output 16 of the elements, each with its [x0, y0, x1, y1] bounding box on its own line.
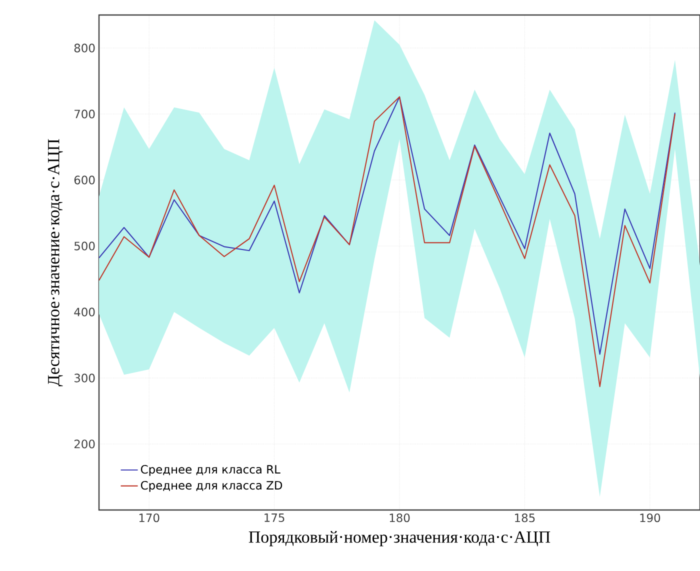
- x-tick-label: 190: [640, 514, 660, 522]
- y-tick-label: 400: [74, 308, 95, 316]
- x-tick-label: 180: [390, 514, 410, 522]
- x-tick-label: 170: [139, 514, 160, 522]
- y-tick-label: 200: [74, 440, 95, 448]
- x-axis-title: Порядковый·номер·значения·кода·с·АЦП: [248, 531, 550, 546]
- y-tick-label: 300: [74, 374, 95, 382]
- y-tick-label: 600: [74, 176, 95, 184]
- y-axis-title: Десятичное·значение·кода·с·АЦП: [48, 139, 63, 386]
- y-tick-label: 700: [74, 110, 95, 118]
- legend-label: Среднее для класса RL: [140, 465, 280, 476]
- y-tick-label: 800: [74, 44, 95, 52]
- x-tick-label: 185: [515, 514, 535, 522]
- legend-label: Среднее для класса ZD: [140, 480, 282, 492]
- x-tick-label: 175: [264, 514, 284, 522]
- y-tick-label: 500: [74, 242, 95, 250]
